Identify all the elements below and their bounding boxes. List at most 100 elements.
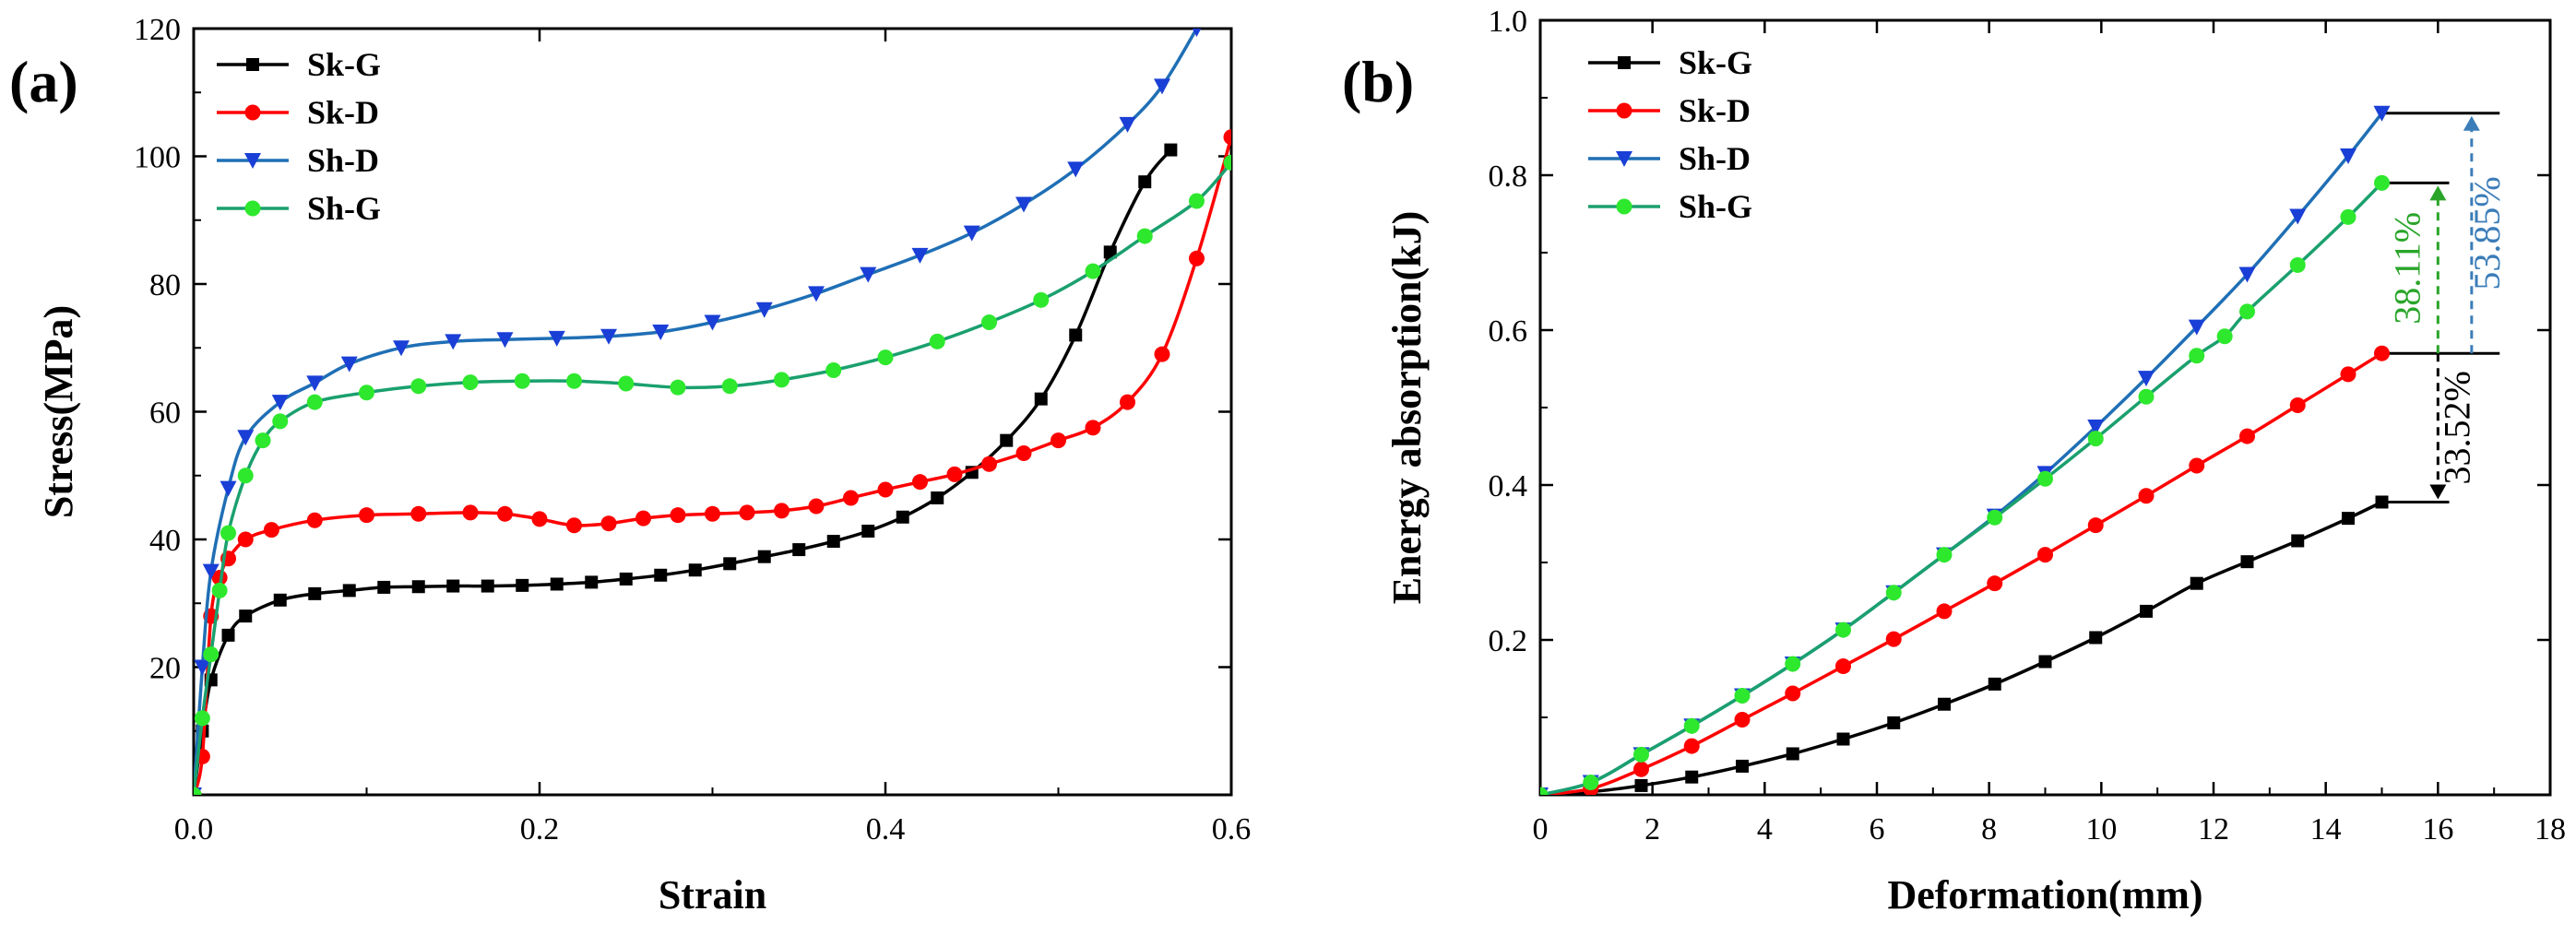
data-point-sh-d: [2188, 319, 2205, 336]
data-point-sh-d: [704, 314, 721, 331]
data-point-sh-g: [1785, 656, 1801, 672]
data-point-sh-d: [1192, 29, 1202, 37]
data-point-sk-d: [877, 481, 894, 498]
data-point-sk-d: [670, 507, 686, 524]
data-point-sh-d: [445, 334, 462, 350]
legend-label: Sh-G: [1679, 188, 1752, 225]
legend-marker-sh-d: [244, 153, 261, 169]
legend-marker-sk-g: [246, 58, 259, 71]
data-point-sh-g: [825, 361, 842, 378]
data-point-sh-g: [618, 375, 635, 392]
legend-label: Sk-D: [307, 94, 379, 131]
data-point-sk-d: [1189, 250, 1205, 266]
data-point-sh-d: [1015, 196, 1032, 213]
data-point-sh-g: [1136, 228, 1153, 244]
data-point-sh-g: [670, 379, 686, 396]
data-point-sk-d: [1223, 129, 1231, 146]
data-point-sk-d: [981, 456, 997, 472]
y-tick-label: 20: [149, 652, 181, 686]
data-point-sk-d: [1683, 738, 1700, 754]
data-point-sh-g: [462, 374, 479, 391]
y-tick-label: 0.4: [1489, 469, 1528, 503]
data-point-sh-d: [1067, 161, 1085, 178]
data-point-sk-g: [2342, 512, 2355, 526]
data-point-sk-g: [377, 580, 391, 594]
data-point-sk-g: [2240, 555, 2254, 569]
y-tick-label: 1.0: [1489, 5, 1528, 39]
data-point-sk-d: [2374, 345, 2390, 361]
legend-marker-sk-d: [1616, 102, 1632, 119]
data-point-sk-d: [462, 504, 479, 521]
data-point-sk-g: [688, 563, 702, 577]
data-point-sh-d: [340, 356, 358, 373]
data-point-sk-g: [585, 575, 599, 589]
x-tick-label: 12: [2198, 812, 2229, 846]
data-point-sk-g: [2190, 576, 2203, 590]
data-point-sk-g: [1887, 716, 1901, 729]
series-layer: [1540, 105, 2391, 795]
data-point-sk-g: [1634, 778, 1648, 792]
annotation-percent-label: 33.52%: [2436, 371, 2477, 484]
data-point-sh-g: [2138, 388, 2155, 405]
data-point-sk-d: [1051, 432, 1066, 449]
data-point-sk-d: [2189, 457, 2205, 474]
data-point-sk-d: [600, 515, 617, 532]
series-layer: [194, 29, 1231, 795]
data-point-sk-g: [516, 578, 529, 592]
data-point-sh-g: [1189, 193, 1205, 209]
data-point-sk-d: [211, 570, 228, 586]
x-tick-label: 0.4: [866, 812, 906, 846]
annotation-arrowhead: [2429, 484, 2447, 500]
data-point-sk-g: [2375, 495, 2389, 509]
data-point-sk-g: [861, 524, 875, 538]
data-point-sh-g: [2087, 431, 2104, 447]
data-point-sh-d: [963, 225, 980, 242]
legend-label: Sh-D: [307, 142, 379, 179]
data-point-sh-g: [194, 787, 202, 795]
legend-label: Sh-D: [1679, 140, 1751, 177]
data-point-sh-g: [220, 525, 236, 541]
legend-marker-sh-d: [1616, 151, 1632, 167]
x-tick-label: 0.6: [1212, 812, 1252, 846]
data-point-sk-d: [2037, 547, 2053, 563]
annotation-arrowhead: [2463, 115, 2480, 131]
data-point-sk-d: [1120, 394, 1135, 410]
data-point-sh-g: [1683, 717, 1700, 734]
data-point-sh-d: [2289, 208, 2307, 225]
data-point-sh-d: [2138, 371, 2155, 387]
y-tick-label: 0.6: [1489, 314, 1528, 349]
legend-marker-sk-g: [1618, 56, 1631, 69]
data-point-sk-d: [237, 531, 254, 548]
data-point-sk-d: [1085, 420, 1101, 436]
series-line-sk-d: [1540, 351, 2383, 795]
data-point-sh-d: [202, 563, 220, 580]
data-point-sh-d: [911, 247, 929, 264]
data-point-sh-g: [2189, 348, 2205, 364]
data-point-sk-d: [1936, 603, 1953, 620]
data-point-sh-g: [566, 373, 582, 389]
data-point-sh-g: [2289, 256, 2306, 273]
x-tick-label: 0: [1533, 812, 1549, 846]
data-point-sk-d: [1885, 631, 1902, 647]
data-point-sh-g: [194, 710, 210, 727]
y-tick-label: 40: [149, 524, 181, 558]
data-point-sk-g: [1938, 697, 1951, 711]
x-tick-label: 18: [2534, 812, 2566, 846]
data-point-sh-d: [755, 302, 773, 318]
legend: Sk-G Sk-D Sh-D Sh-G: [217, 46, 381, 227]
data-point-sk-g: [273, 593, 287, 607]
data-point-sh-g: [1085, 263, 1101, 279]
y-axis-label: Stress(MPa): [36, 305, 81, 518]
legend-marker-sk-d: [244, 104, 261, 121]
data-point-sk-d: [306, 512, 323, 528]
x-tick-label: 14: [2310, 812, 2342, 846]
data-point-sh-g: [2239, 303, 2255, 320]
series-line-sh-g: [1540, 182, 2383, 795]
data-point-sh-g: [306, 394, 323, 410]
data-point-sh-g: [1583, 775, 1599, 791]
panel-label: (a): [9, 49, 78, 114]
y-tick-label: 0.8: [1489, 160, 1528, 194]
data-point-sk-g: [481, 579, 494, 593]
data-point-sh-g: [237, 468, 254, 484]
